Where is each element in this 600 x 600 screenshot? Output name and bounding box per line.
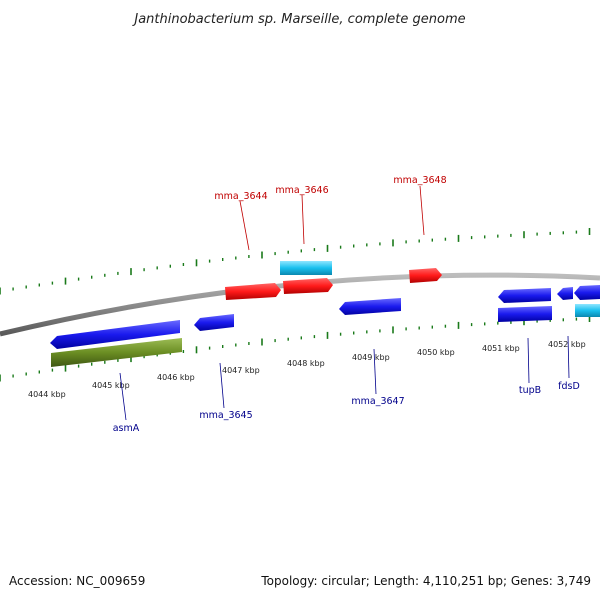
gene-fdsD[interactable] [575, 304, 600, 317]
gene-label-mma-3646[interactable]: mma_3646 [275, 185, 328, 196]
leader-line-mma-3645 [219, 362, 225, 409]
gene-label-asmA[interactable]: asmA [113, 423, 140, 434]
gene-mma-3646[interactable] [283, 278, 333, 294]
tick-label: 4052 kbp [548, 340, 586, 349]
tick-label: 4046 kbp [157, 373, 195, 382]
leader-line-tupB [527, 337, 530, 384]
gene-label-mma-3644[interactable]: mma_3644 [214, 191, 267, 202]
tick-label: 4047 kbp [222, 366, 260, 375]
map-title: Janthinobacterium sp. Marseille, complet… [131, 12, 465, 27]
gene-small-blue-right[interactable] [557, 287, 573, 300]
leader-line-mma-3644 [239, 200, 250, 251]
gene-label-tupB[interactable]: tupB [519, 385, 541, 396]
leader-line-asmA [119, 372, 127, 421]
gene-tupB[interactable] [498, 306, 552, 322]
leader-line-fdsD [567, 335, 570, 379]
gene-mma-3645[interactable] [194, 314, 234, 331]
tick-label: 4044 kbp [28, 390, 66, 399]
gene-blue-edge[interactable] [574, 285, 600, 300]
gene-asmA[interactable] [50, 320, 180, 349]
tick-label: 4049 kbp [352, 353, 390, 362]
gene-label-mma-3648[interactable]: mma_3648 [393, 175, 446, 186]
leader-line-mma-3648 [419, 185, 425, 236]
gene-mma-3647[interactable] [339, 298, 401, 315]
gene-cyan-top[interactable] [280, 261, 332, 275]
tick-label: 4051 kbp [482, 344, 520, 353]
top-strand-ticks [0, 228, 591, 295]
leader-line-mma-3647 [373, 348, 377, 395]
gene-blue-upper-right[interactable] [498, 288, 551, 303]
tick-label: 4050 kbp [417, 348, 455, 357]
gene-mma-3644[interactable] [225, 283, 281, 300]
genome-summary-text: Topology: circular; Length: 4,110,251 bp… [260, 574, 591, 588]
gene-label-mma-3645[interactable]: mma_3645 [199, 410, 252, 421]
tick-label: 4048 kbp [287, 359, 325, 368]
leader-line-mma-3646 [301, 194, 305, 245]
gene-label-mma-3647[interactable]: mma_3647 [351, 396, 404, 407]
gene-label-fdsD[interactable]: fdsD [558, 381, 580, 392]
accession-text: Accession: NC_009659 [9, 574, 145, 588]
tick-label: 4045 kbp [92, 381, 130, 390]
gene-mma-3648[interactable] [409, 268, 442, 283]
gene-olive[interactable] [51, 338, 182, 367]
